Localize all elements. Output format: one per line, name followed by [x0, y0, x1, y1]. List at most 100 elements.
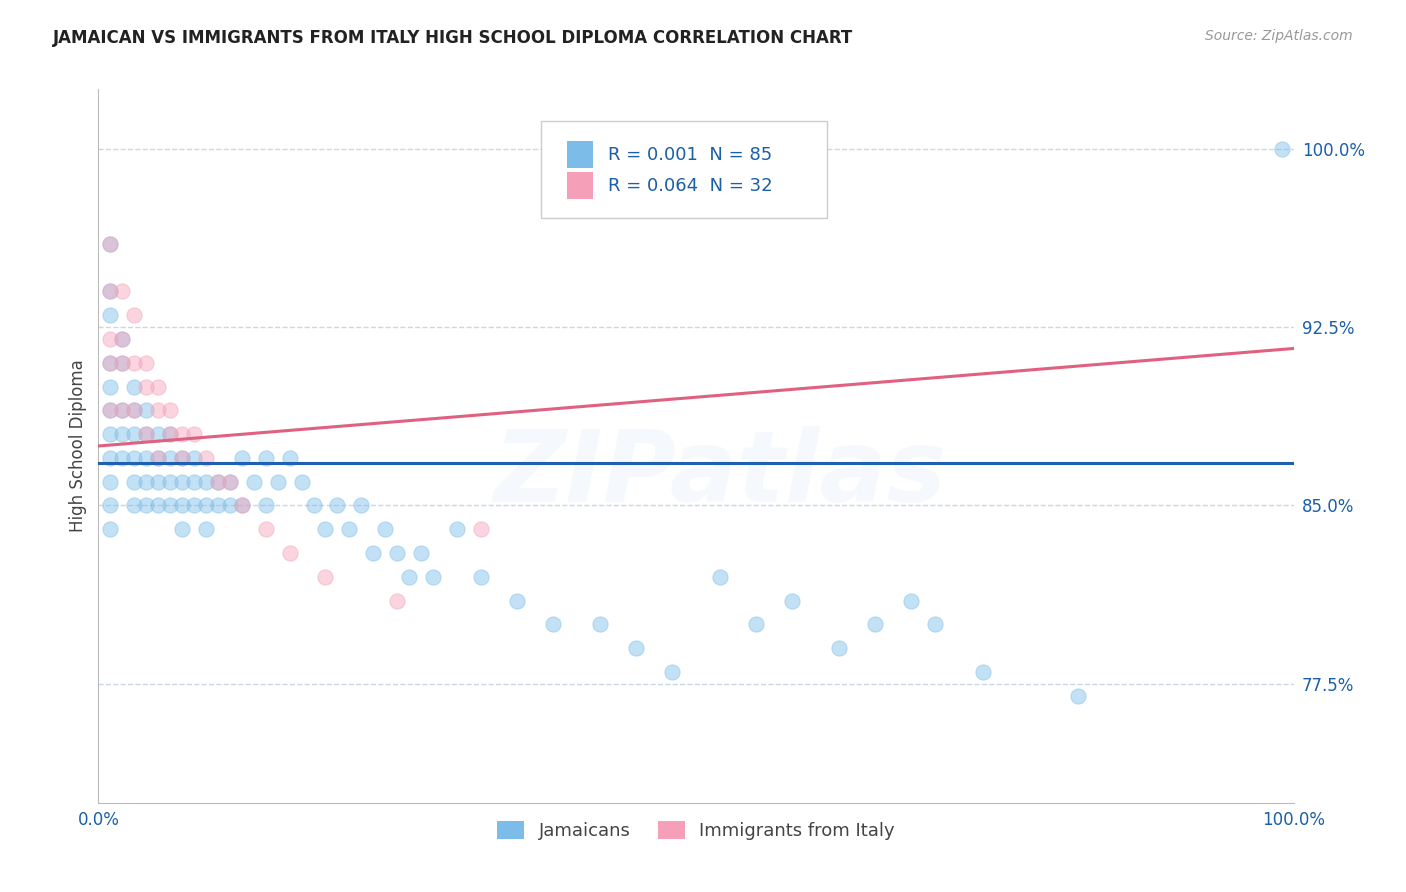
Point [709, 570, 731, 584]
Point [98, 236, 122, 251]
Point [315, 522, 337, 536]
Text: R = 0.064  N = 32: R = 0.064 N = 32 [607, 177, 772, 194]
Point [183, 450, 205, 465]
Point [315, 570, 337, 584]
Point [135, 427, 157, 442]
Point [326, 499, 349, 513]
Point [148, 379, 170, 393]
Point [159, 427, 181, 442]
Point [111, 332, 134, 346]
Point [278, 546, 301, 560]
Point [254, 450, 277, 465]
Point [98, 379, 122, 393]
FancyBboxPatch shape [567, 172, 593, 199]
Point [589, 617, 612, 632]
Point [98, 427, 122, 442]
Point [159, 450, 181, 465]
Point [124, 403, 146, 417]
Point [98, 332, 122, 346]
Point [363, 546, 385, 560]
Point [98, 356, 122, 370]
Point [124, 308, 146, 322]
Point [865, 617, 887, 632]
Point [135, 356, 157, 370]
Point [626, 641, 648, 656]
Point [111, 427, 134, 442]
Point [111, 356, 134, 370]
Point [159, 403, 181, 417]
Point [111, 285, 134, 299]
Point [98, 285, 122, 299]
Point [98, 308, 122, 322]
Point [302, 499, 325, 513]
Point [411, 546, 433, 560]
FancyBboxPatch shape [567, 141, 593, 169]
Point [111, 403, 134, 417]
Point [148, 450, 170, 465]
Point [243, 475, 266, 489]
Point [195, 450, 218, 465]
Point [291, 475, 314, 489]
Point [207, 499, 229, 513]
Point [780, 593, 803, 607]
Point [135, 403, 157, 417]
Point [172, 522, 194, 536]
Point [446, 522, 468, 536]
Point [470, 522, 492, 536]
Point [924, 617, 946, 632]
Point [219, 475, 242, 489]
Point [231, 450, 253, 465]
Point [124, 356, 146, 370]
Point [135, 427, 157, 442]
Point [124, 403, 146, 417]
Point [148, 450, 170, 465]
Point [159, 499, 181, 513]
Point [124, 499, 146, 513]
Point [972, 665, 994, 679]
Point [148, 475, 170, 489]
Text: Source: ZipAtlas.com: Source: ZipAtlas.com [1205, 29, 1353, 43]
Point [207, 475, 229, 489]
Point [422, 570, 444, 584]
Point [207, 475, 229, 489]
Point [172, 450, 194, 465]
Point [1067, 689, 1090, 703]
Point [541, 617, 564, 632]
Point [98, 403, 122, 417]
Text: ZIPatlas: ZIPatlas [494, 426, 946, 523]
Point [231, 499, 253, 513]
Point [195, 522, 218, 536]
Point [172, 499, 194, 513]
Point [195, 475, 218, 489]
Point [231, 499, 253, 513]
Point [159, 475, 181, 489]
Point [661, 665, 683, 679]
FancyBboxPatch shape [541, 121, 827, 218]
Point [254, 499, 277, 513]
Point [172, 475, 194, 489]
Point [219, 499, 242, 513]
Legend: Jamaicans, Immigrants from Italy: Jamaicans, Immigrants from Italy [489, 814, 903, 847]
Point [398, 570, 420, 584]
Point [745, 617, 768, 632]
Text: JAMAICAN VS IMMIGRANTS FROM ITALY HIGH SCHOOL DIPLOMA CORRELATION CHART: JAMAICAN VS IMMIGRANTS FROM ITALY HIGH S… [53, 29, 853, 46]
Point [148, 499, 170, 513]
Point [350, 499, 373, 513]
Point [135, 450, 157, 465]
Text: R = 0.001  N = 85: R = 0.001 N = 85 [607, 146, 772, 164]
Point [339, 522, 361, 536]
Point [135, 379, 157, 393]
Point [124, 475, 146, 489]
Point [195, 499, 218, 513]
Point [900, 593, 922, 607]
Point [111, 332, 134, 346]
Point [159, 427, 181, 442]
Point [135, 499, 157, 513]
Point [183, 427, 205, 442]
Point [470, 570, 492, 584]
Point [111, 356, 134, 370]
Point [385, 546, 409, 560]
Point [98, 450, 122, 465]
Point [1271, 142, 1294, 156]
Point [148, 427, 170, 442]
